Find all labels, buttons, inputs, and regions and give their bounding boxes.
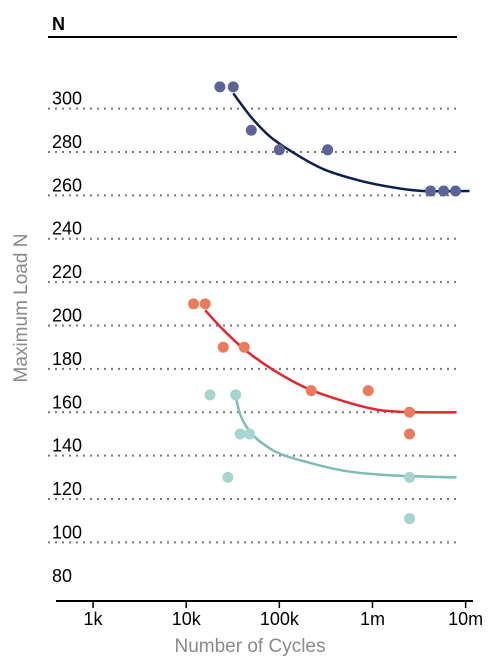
- data-point-series-1: [214, 81, 226, 93]
- data-point-series-3: [234, 428, 246, 440]
- data-point-series-2: [305, 385, 317, 397]
- data-point-series-3: [222, 471, 234, 483]
- y-tick-label: 200: [52, 306, 82, 326]
- x-tick-label: 1k: [84, 609, 104, 629]
- fit-line-series-1: [232, 92, 470, 193]
- grid-layer: [48, 107, 460, 544]
- x-axis-label: Number of Cycles: [175, 636, 326, 657]
- data-point-series-2: [199, 298, 211, 310]
- data-point-series-1: [438, 185, 450, 197]
- data-point-series-3: [230, 389, 242, 401]
- y-unit-label: N: [52, 14, 65, 34]
- y-tick-label: 300: [52, 89, 82, 109]
- y-tick-label: 240: [52, 219, 82, 239]
- x-ticks: 1k 10k 100k 1m 10m: [84, 601, 483, 629]
- y-tick-label: 260: [52, 175, 82, 195]
- data-point-series-2: [362, 385, 374, 397]
- data-point-series-3: [204, 389, 216, 401]
- y-tick-label: 80: [52, 566, 72, 586]
- data-point-series-2: [188, 298, 200, 310]
- y-tick-label: 160: [52, 392, 82, 412]
- data-point-series-2: [404, 406, 416, 418]
- y-tick-label: 100: [52, 522, 82, 542]
- data-point-series-3: [404, 513, 416, 525]
- data-point-series-2: [238, 341, 250, 353]
- fit-line-series-2: [204, 309, 457, 414]
- data-point-series-1: [273, 144, 285, 156]
- x-tick-label: 10k: [172, 609, 202, 629]
- x-tick-label: 100k: [260, 609, 300, 629]
- y-axis-label: Maximum Load N: [11, 234, 32, 383]
- data-point-series-3: [404, 471, 416, 483]
- data-points: [188, 81, 462, 525]
- y-tick-label: 220: [52, 262, 82, 282]
- data-point-series-2: [404, 428, 416, 440]
- data-point-series-2: [217, 341, 229, 353]
- data-point-series-1: [425, 185, 437, 197]
- data-point-series-1: [245, 124, 257, 136]
- y-tick-label: 280: [52, 132, 82, 152]
- data-point-series-3: [244, 428, 256, 440]
- x-tick-label: 1m: [360, 609, 385, 629]
- fit-line-series-3: [234, 396, 457, 479]
- y-tick-labels: 80 100 120 140 160 180 200 220 240 260 280 300: [52, 89, 82, 586]
- x-tick-label: 10m: [448, 609, 483, 629]
- y-tick-label: 140: [52, 436, 82, 456]
- data-point-series-1: [227, 81, 239, 93]
- y-tick-label: 180: [52, 349, 82, 369]
- data-point-series-1: [450, 185, 462, 197]
- data-point-series-1: [322, 144, 334, 156]
- y-tick-label: 120: [52, 479, 82, 499]
